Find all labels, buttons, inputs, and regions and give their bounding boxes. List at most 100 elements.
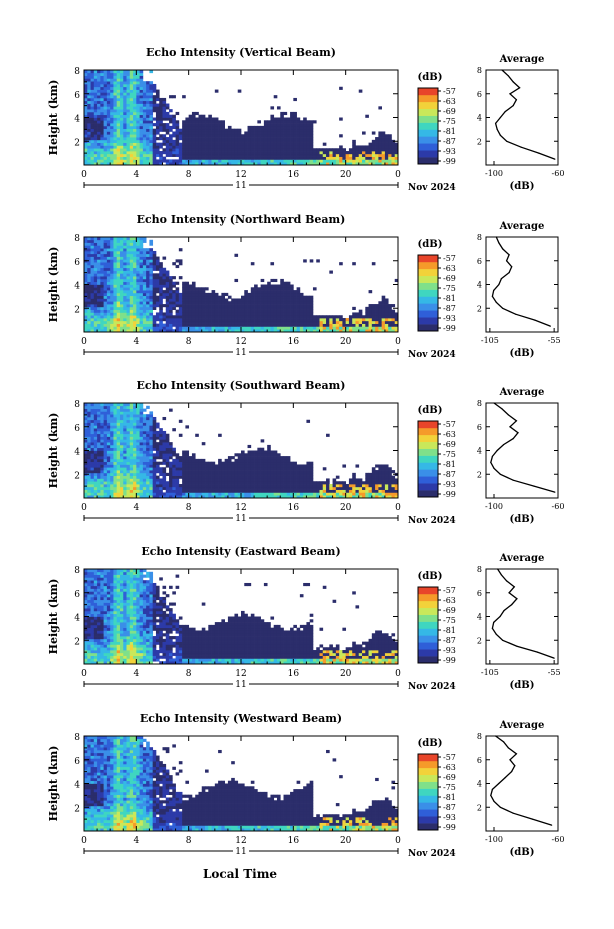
heatmap-cell: [84, 242, 88, 246]
heatmap-cell: [195, 481, 199, 485]
heatmap-cell: [247, 323, 252, 327]
heatmap-cell: [182, 290, 186, 294]
heatmap-cell: [149, 425, 154, 429]
heatmap-cell: [116, 326, 121, 330]
heatmap-cell: [116, 298, 121, 302]
heatmap-cell: [244, 329, 248, 333]
heatmap-cell: [133, 256, 137, 260]
heatmap-cell: [100, 492, 104, 496]
heatmap-cell: [169, 444, 173, 449]
heatmap-cell: [126, 103, 131, 107]
heatmap-cell: [87, 114, 91, 118]
heatmap-cell: [100, 442, 104, 446]
heatmap-cell: [110, 318, 114, 322]
heatmap-cell: [146, 81, 150, 85]
heatmap-cell: [103, 323, 108, 327]
heatmap-cell: [329, 162, 333, 166]
heatmap-cell: [211, 492, 216, 496]
heatmap-cell: [237, 458, 242, 463]
heatmap-cell: [371, 320, 376, 324]
heatmap-cell: [87, 72, 91, 76]
heatmap-cell: [371, 262, 376, 266]
heatmap-cell: [162, 111, 167, 116]
heatmap-cell: [299, 326, 304, 330]
heatmap-cell: [100, 304, 104, 308]
heatmap-cell: [257, 125, 261, 130]
heatmap-cell: [221, 461, 225, 465]
heatmap-cell: [113, 433, 118, 437]
heatmap-cell: [244, 489, 248, 493]
heatmap-cell: [152, 134, 157, 138]
heatmap-cell: [149, 475, 154, 479]
heatmap-cell: [375, 156, 379, 160]
heatmap-cell: [129, 484, 134, 488]
heatmap-cell: [257, 292, 261, 297]
heatmap-cell: [362, 145, 366, 149]
heatmap-cell: [371, 309, 376, 313]
heatmap-cell: [290, 134, 294, 138]
heatmap-cell: [296, 162, 301, 166]
heatmap-cell: [110, 83, 114, 88]
heatmap-cell: [119, 83, 124, 88]
heatmap-cell: [247, 306, 252, 310]
heatmap-cell: [332, 326, 337, 330]
heatmap-cell: [113, 495, 118, 499]
heatmap-cell: [332, 151, 337, 155]
heatmap-cell: [159, 153, 163, 157]
heatmap-cell: [234, 320, 239, 324]
heatmap-cell: [155, 111, 160, 116]
heatmap-cell: [84, 312, 88, 316]
heatmap-cell: [159, 270, 163, 274]
average-x-tick-label: -100: [485, 169, 503, 178]
heatmap-cell: [234, 492, 239, 496]
heatmap-cell: [155, 444, 160, 449]
heatmap-cell: [290, 131, 294, 135]
heatmap-cell: [299, 123, 304, 127]
heatmap-cell: [244, 484, 248, 488]
heatmap-cell: [195, 128, 199, 132]
heatmap-cell: [97, 159, 101, 163]
heatmap-cell: [299, 128, 304, 132]
heatmap-cell: [142, 156, 147, 160]
heatmap-cell: [116, 315, 121, 319]
heatmap-cell: [97, 486, 101, 490]
heatmap-cell: [110, 253, 114, 257]
heatmap-cell: [146, 264, 150, 269]
heatmap-cell: [119, 239, 124, 243]
average-profile-point: [495, 122, 497, 124]
heatmap-cell: [126, 92, 131, 96]
heatmap-cell: [116, 486, 121, 490]
heatmap-cell: [339, 329, 343, 333]
heatmap-cell: [178, 484, 183, 488]
heatmap-cell: [142, 137, 147, 141]
heatmap-cell: [381, 156, 386, 160]
heatmap-cell: [113, 450, 118, 454]
heatmap-cell: [136, 403, 140, 407]
heatmap-cell: [296, 120, 301, 124]
heatmap-cell: [129, 281, 134, 285]
heatmap-cell: [182, 323, 186, 327]
heatmap-cell: [129, 253, 134, 257]
heatmap-cell: [214, 117, 219, 121]
heatmap-cell: [103, 72, 108, 76]
heatmap-cell: [276, 128, 281, 132]
heatmap-cell: [84, 123, 88, 127]
heatmap-cell: [391, 151, 396, 155]
heatmap-cell: [182, 329, 186, 333]
heatmap-cell: [303, 295, 307, 299]
heatmap-cell: [345, 162, 350, 166]
heatmap-cell: [201, 306, 206, 310]
heatmap-cell: [244, 309, 248, 313]
heatmap-cell: [244, 315, 248, 319]
heatmap-cell: [254, 290, 258, 294]
heatmap-cell: [152, 117, 157, 121]
heatmap-cell: [139, 83, 144, 88]
heatmap-cell: [260, 312, 265, 316]
heatmap-cell: [309, 329, 314, 333]
heatmap-cell: [152, 264, 157, 269]
heatmap-cell: [205, 478, 209, 482]
heatmap-cell: [106, 264, 111, 269]
heatmap-cell: [224, 492, 229, 496]
heatmap-cell: [283, 134, 288, 138]
heatmap-cell: [103, 495, 108, 499]
